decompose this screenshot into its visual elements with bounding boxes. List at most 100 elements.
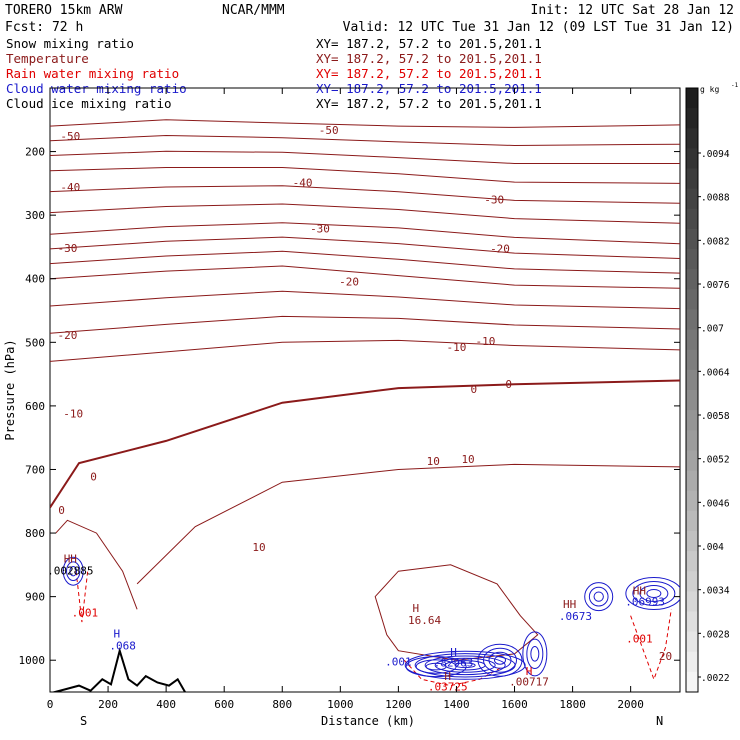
legend-label: Cloud ice mixing ratio (6, 96, 172, 111)
terrain-profile (51, 647, 187, 692)
isotherm-label: 10 (427, 455, 440, 468)
cloud-water-contour (488, 651, 512, 669)
colorbar-swatch (686, 228, 698, 250)
legend-xy: XY= 187.2, 57.2 to 201.5,201.1 (316, 66, 542, 81)
isotherm-line (50, 379, 680, 509)
extremum-annotation: .00717 (509, 676, 549, 689)
isotherm-label: -50 (60, 130, 80, 143)
legend-label: Snow mixing ratio (6, 36, 134, 51)
cloud-water-contour (639, 584, 669, 602)
cloud-water-contour (454, 662, 476, 669)
x-tick-label: 1800 (559, 698, 586, 711)
x-tick-label: 1200 (385, 698, 412, 711)
colorbar-swatch (686, 430, 698, 451)
colorbar-swatch (686, 470, 698, 492)
y-tick-label: 900 (25, 591, 45, 604)
isotherm-label: -30 (57, 242, 77, 255)
extremum-annotation: HH (633, 585, 646, 598)
init-time: Init: 12 UTC Sat 28 Jan 12 (531, 3, 735, 18)
extremum-annotation: HH (563, 598, 576, 611)
isotherm-label: -20 (490, 243, 510, 256)
cloud-water-contour (584, 582, 614, 612)
isotherm-label: -10 (447, 341, 467, 354)
cloud-water-contour (632, 580, 676, 606)
y-tick-label: 600 (25, 400, 45, 413)
cloud-water-contour (646, 588, 662, 598)
y-tick-label: 300 (25, 209, 45, 222)
isotherm-label: -30 (310, 222, 330, 235)
colorbar-swatch (686, 671, 698, 693)
colorbar-swatch (686, 369, 698, 391)
isotherm-line (50, 222, 680, 245)
x-tick-label: 800 (272, 698, 292, 711)
temperature-contours (50, 119, 680, 687)
isotherm-line (50, 265, 680, 289)
extremum-annotation: .82963 (434, 657, 474, 670)
cloud-water-contour (522, 631, 548, 677)
extremum-annotation: .001 (385, 655, 412, 668)
colorbar-swatch (686, 611, 698, 633)
isotherm-line (50, 315, 680, 334)
x-tick-label: 200 (98, 698, 118, 711)
north-label: N (656, 714, 663, 728)
colorbar-tick-label: .0046 (701, 498, 730, 509)
isotherm-line (55, 519, 138, 610)
colorbar-swatch (686, 571, 698, 592)
isotherm-label: -10 (476, 335, 496, 348)
cloud-water-contour (494, 655, 506, 665)
colorbar-swatch (686, 349, 698, 371)
isotherm-label: -20 (339, 276, 359, 289)
isotherm-line (50, 290, 680, 310)
x-tick-label: 400 (156, 698, 176, 711)
colorbar-swatch (686, 128, 698, 149)
colorbar-swatch (686, 269, 698, 290)
colorbar-swatch (686, 88, 698, 109)
rain-contour (75, 571, 89, 623)
colorbar-tick-label: .004 (701, 542, 724, 553)
isotherm-line (50, 185, 680, 204)
cloud-water-contour (526, 638, 544, 670)
cloud-water-contour (593, 591, 604, 602)
legend-label: Temperature (6, 51, 89, 66)
colorbar-swatch (686, 188, 698, 210)
colorbar-swatch (686, 289, 698, 310)
colorbar-tick-label: .0052 (701, 455, 730, 466)
extremum-annotation: H (526, 665, 533, 678)
extremum-annotation: .002885 (47, 564, 93, 577)
forecast-hour: Fcst: 72 h (5, 20, 83, 35)
y-tick-label: 200 (25, 146, 45, 159)
isotherm-label: 20 (659, 650, 672, 663)
colorbar-swatch (686, 651, 698, 673)
isotherm-label: -50 (319, 124, 339, 137)
cloud-water-contour (415, 659, 457, 674)
cloud-water-contour (530, 646, 540, 662)
x-tick-label: 1400 (443, 698, 470, 711)
isotherm-label: 10 (461, 453, 474, 466)
cloud-water-contour (588, 586, 609, 607)
colorbar-tick-label: .0088 (701, 193, 730, 204)
extremum-annotation: .0673 (559, 610, 592, 623)
cloud-water-contour (483, 647, 517, 673)
model-title: TORERO 15km ARW (5, 3, 123, 18)
isotherm-line (50, 236, 680, 259)
colorbar: .0094 .0088 .0082 .0076 .007 .0064 .0058 .0052.… (685, 82, 739, 693)
isotherm-label: 0 (505, 378, 512, 391)
extremum-annotation: .068 (109, 639, 136, 652)
rain-contour (630, 609, 672, 681)
colorbar-swatch (686, 551, 698, 572)
extremum-annotation: H (113, 627, 120, 640)
colorbar-swatch (686, 309, 698, 331)
y-tick-label: 800 (25, 527, 45, 540)
x-axis: 0 200 400 600 800 1000 1200 1400 1600 1800 2000 (47, 88, 644, 711)
y-tick-label: 700 (25, 463, 45, 476)
isotherm-line (50, 339, 680, 362)
colorbar-tick-label: .0094 (701, 149, 730, 160)
extremum-annotation: 16.64 (408, 614, 441, 627)
terrain-line (51, 647, 187, 692)
valid-time: Valid: 12 UTC Tue 31 Jan 12 (09 LST Tue … (343, 20, 734, 35)
isotherm-label: 0 (58, 504, 65, 517)
colorbar-swatch (686, 208, 698, 230)
colorbar-swatch (686, 148, 698, 170)
isotherm-line (50, 150, 680, 164)
colorbar-swatch (686, 631, 698, 653)
